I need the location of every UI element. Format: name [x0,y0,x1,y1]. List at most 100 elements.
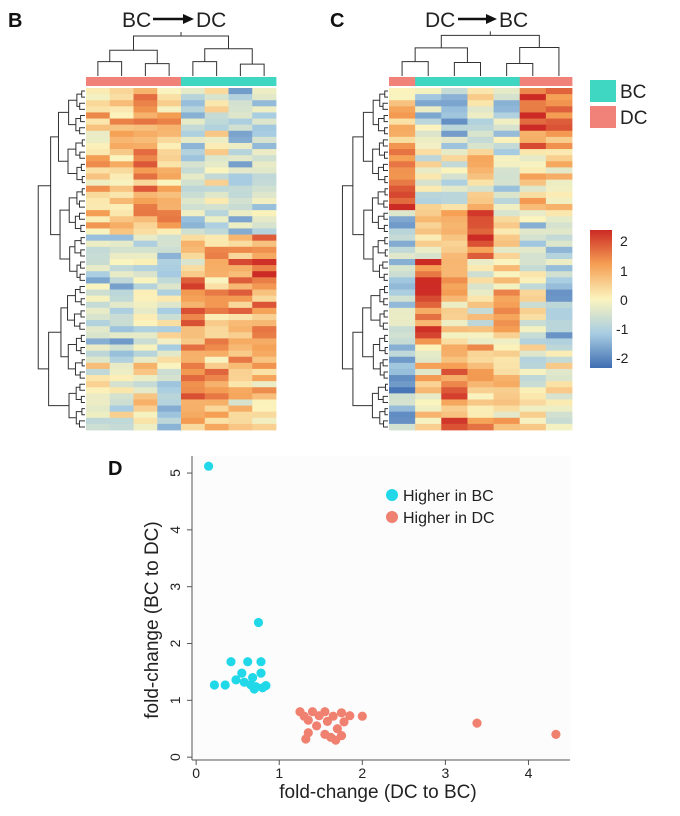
heatmap-cell [493,197,521,205]
heatmap-cell [545,399,573,406]
dendrogram-branch [362,111,374,162]
heatmap-cell [545,265,573,272]
heatmap-cell [86,356,111,364]
heatmap-cell [467,393,494,400]
heatmap-cell [441,301,468,309]
heatmap-cell [204,210,229,217]
heatmap-cell [545,332,573,339]
heatmap-cell [157,197,182,205]
heatmap-cell [389,216,416,223]
heatmap-cell [415,197,442,205]
group-annotation-cell [181,77,206,86]
heatmap-cell [519,301,547,309]
heatmap-cell [519,271,547,278]
heatmap-cell [204,234,229,242]
heatmap-cell [109,368,134,376]
heatmap-cell [204,332,229,339]
heatmap-cell [441,216,468,223]
heatmap-cell [204,142,229,150]
heatmap-cell [519,332,547,339]
heatmap-cell [252,283,277,290]
heatmap-cell [493,252,521,260]
heatmap-cell [493,338,521,345]
heatmap-cell [519,167,547,174]
heatmap-cell [157,405,182,413]
heatmap-cell [133,167,158,174]
heatmap-cell [157,88,182,95]
heatmap-cell [493,320,521,327]
heatmap-cell [493,277,521,284]
heatmap-cell [441,191,468,199]
heatmap-cell [467,295,494,303]
heatmap-cell [133,191,158,199]
heatmap-cell [86,204,111,211]
scatter-legend: Higher in BC Higher in DC [386,488,495,527]
x-tick-label: 0 [192,765,200,781]
heatmap-cell [519,259,547,266]
heatmap-cell [157,307,182,315]
heatmap-cell [181,362,206,370]
heatmap-cell [252,381,277,388]
heatmap-cell [109,393,134,400]
heatmap-cell [204,100,229,107]
heatmap-cell [133,417,158,425]
point-higher-in-dc [301,734,311,744]
heatmap-cell [252,100,277,107]
heatmap-cell [389,289,416,297]
dendrogram-branch [383,310,388,318]
heatmap-cell [389,381,416,388]
heatmap-cell [467,100,494,107]
heatmap-cell [204,246,229,254]
dendrogram-branch [379,93,385,107]
heatmap-cell [519,234,547,242]
heatmap-cell [157,118,182,126]
heatmap-cell [181,307,206,315]
heatmap-cell [204,399,229,406]
heatmap-cell [86,106,111,113]
heatmap-cell [86,88,111,95]
panel-c-row-dendrogram [341,90,388,428]
heatmap-cell [133,155,158,162]
heatmap-cell [86,423,111,431]
dendrogram-branch [79,273,85,281]
dendrogram-branch [372,246,380,272]
heatmap-cell [109,88,134,95]
heatmap-cell [467,301,494,309]
heatmap-cell [204,124,229,132]
heatmap-cell [389,100,416,107]
dendrogram-branch [377,191,386,205]
heatmap-cell [467,112,494,119]
heatmap-cell [493,142,521,150]
dendrogram-branch [80,249,85,257]
heatmap-cell [109,271,134,278]
heatmap-cell [133,350,158,358]
heatmap-cell [86,142,111,150]
heatmap-cell [389,155,416,162]
heatmap-cell [441,149,468,156]
dendrogram-branch [379,337,386,352]
heatmap-cell [228,289,253,297]
point-higher-in-dc [339,717,349,727]
dendrogram-branch [383,298,388,306]
heatmap-cell [519,423,547,431]
heatmap-cell [389,368,416,376]
heatmap-cell [133,338,158,345]
dendrogram-branch [352,136,364,236]
dendrogram-branch [75,386,82,400]
heatmap-cell [415,112,442,119]
heatmap-cell [204,350,229,358]
heatmap-cell [133,381,158,388]
heatmap-cell [228,240,253,248]
heatmap-cell [519,252,547,260]
dendrogram-branch [80,310,85,318]
heatmap-cell [493,240,521,248]
heatmap-cell [415,344,442,352]
heatmap-cell [519,106,547,113]
heatmap-cell [467,210,494,217]
heatmap-cell [228,149,253,156]
dendrogram-branch [75,411,82,425]
heatmap-cell [467,344,494,352]
heatmap-cell [204,240,229,248]
heatmap-cell [86,405,111,413]
heatmap-cell [389,350,416,358]
